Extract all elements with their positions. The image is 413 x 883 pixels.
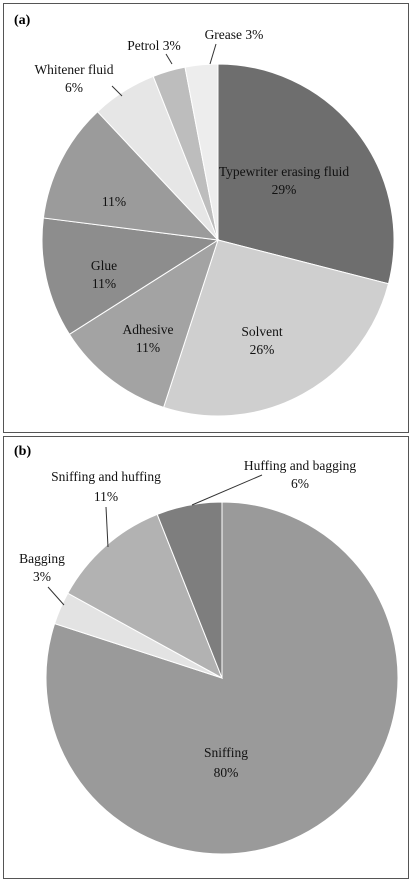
slice-label-sniffing: Sniffing: [204, 745, 248, 760]
slice-value-bagging: 3%: [33, 569, 51, 584]
slice-value-unlabeled: 11%: [102, 194, 126, 209]
pie-slice-sniffing-and-huffing: [67, 513, 223, 680]
leader-line: [191, 474, 263, 506]
slice-label-solvent: Solvent: [241, 324, 283, 339]
pie-slice-glue: [41, 217, 220, 336]
leader-line: [209, 43, 217, 65]
pie-slice-sniffing: [45, 501, 399, 855]
pie-slices: [45, 501, 399, 855]
slice-value-whitener-fluid: 6%: [65, 80, 83, 95]
slice-label-glue: Glue: [91, 258, 117, 273]
slice-label-typewriter-erasing-fluid: Typewriter erasing fluid: [219, 164, 350, 179]
slice-value-adhesive: 11%: [136, 340, 160, 355]
pie-slice-solvent: [162, 239, 390, 417]
figure: (a) Typewriter erasing fluid 29% Solvent 26%…: [3, 3, 409, 879]
slice-value-sniffing-and-huffing: 11%: [94, 489, 118, 504]
leader-line: [111, 85, 123, 97]
pie-slice-grease: [184, 63, 219, 241]
slice-label-sniffing-and-huffing: Sniffing and huffing: [51, 469, 161, 484]
slice-label-petrol: Petrol 3%: [127, 38, 181, 53]
leader-line: [165, 53, 173, 65]
slice-label-whitener-fluid: Whitener fluid: [34, 62, 113, 77]
slice-value-huffing-and-bagging: 6%: [291, 476, 309, 491]
pie-slice-huffing-and-bagging: [156, 501, 223, 679]
panel-a: (a) Typewriter erasing fluid 29% Solvent 26%…: [3, 3, 409, 433]
slice-label-huffing-and-bagging: Huffing and bagging: [244, 458, 356, 473]
panel-label: (a): [14, 13, 31, 28]
pie-chart-a: (a) Typewriter erasing fluid 29% Solvent 26%…: [14, 13, 395, 417]
leader-line: [47, 586, 65, 606]
pie-slice-unlabeled: [42, 110, 220, 241]
slice-value-solvent: 26%: [250, 342, 275, 357]
slice-value-typewriter-erasing-fluid: 29%: [272, 182, 297, 197]
panel-b: (b) Sniffing 80% Bagging 3% Sniffing and huff…: [3, 436, 409, 879]
leader-line: [105, 506, 109, 548]
slice-value-glue: 11%: [92, 276, 116, 291]
pie-slice-typewriter-erasing-fluid: [217, 63, 395, 285]
slice-label-bagging: Bagging: [19, 551, 65, 566]
pie-chart-b: (b) Sniffing 80% Bagging 3% Sniffing and huff…: [14, 444, 399, 855]
panel-label: (b): [14, 444, 31, 459]
slice-value-sniffing: 80%: [214, 765, 239, 780]
pie-slice-adhesive: [68, 238, 219, 409]
slice-label-adhesive: Adhesive: [123, 322, 174, 337]
pie-slices: [41, 63, 395, 417]
slice-label-grease: Grease 3%: [205, 27, 264, 42]
